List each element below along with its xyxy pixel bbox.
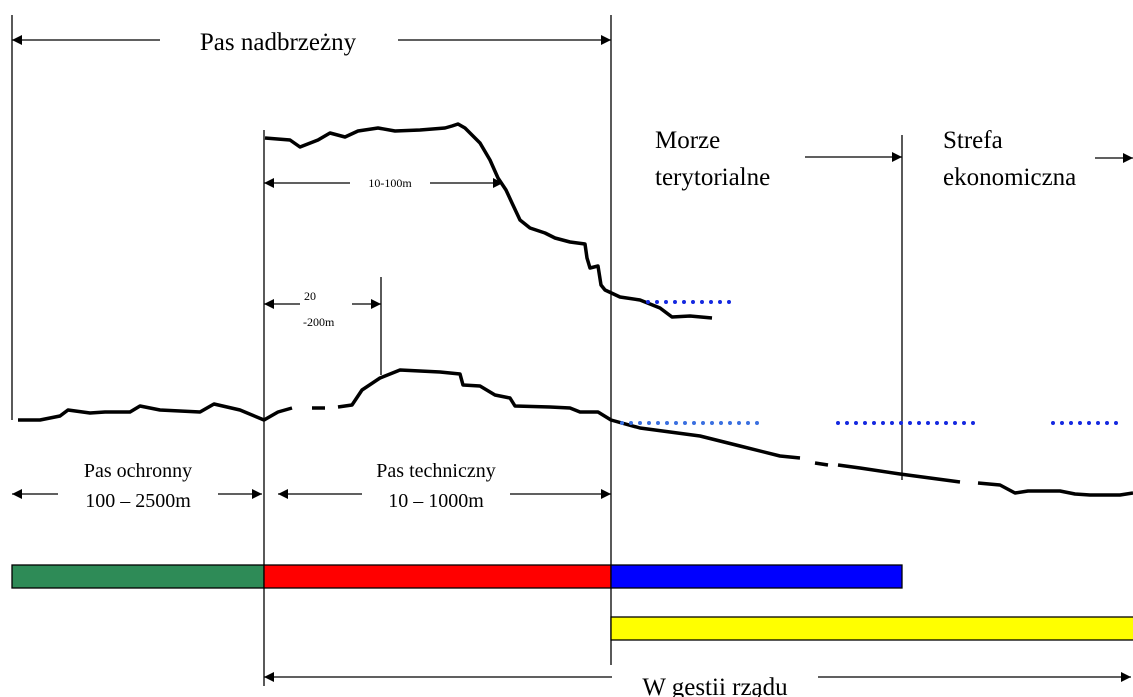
- dune-width-label: -200m: [303, 315, 335, 329]
- economic-zone-label: Strefa: [943, 127, 1003, 154]
- government-label: W gestii rządu: [642, 674, 788, 697]
- dune-width-label: 20: [304, 289, 316, 303]
- economic-zone-label: ekonomiczna: [943, 164, 1076, 191]
- territorial-sea-label: Morze: [655, 127, 720, 154]
- beach-profile: [18, 368, 1133, 497]
- territorial-bar: [610, 564, 903, 589]
- territorial-sea-label: terytorialne: [655, 164, 770, 191]
- government-bar: [610, 616, 1133, 641]
- cliff-width-label: 10-100m: [368, 176, 412, 190]
- protective-bar: [11, 564, 265, 589]
- coastal-zone-arrow: Pas nadbrzeżny: [12, 29, 611, 56]
- protective-belt-range: 100 – 2500m: [85, 490, 191, 512]
- technical-belt-name: Pas techniczny: [376, 460, 495, 482]
- technical-belt-range: 10 – 1000m: [388, 490, 484, 512]
- coastal-zone-label: Pas nadbrzeżny: [200, 29, 357, 56]
- cliff-profile: [264, 122, 713, 320]
- technical-bar: [263, 564, 612, 589]
- protective-belt-name: Pas ochronny: [84, 460, 192, 482]
